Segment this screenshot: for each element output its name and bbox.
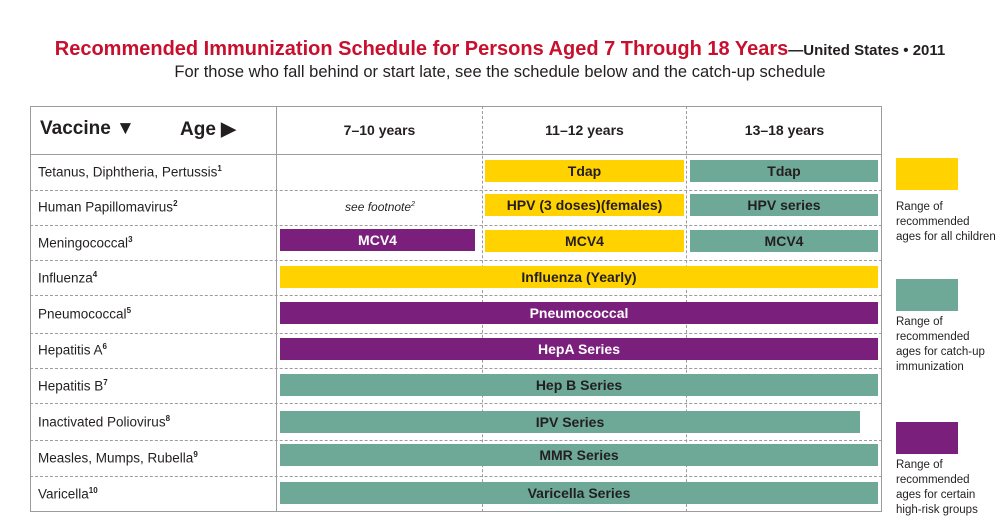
bar-mcv4-7-10: MCV4 xyxy=(280,229,475,251)
legend-all-children: Range of recommended ages for all childr… xyxy=(896,201,996,243)
vaccine-name-varicella: Varicella10 xyxy=(38,486,98,502)
vaccine-name-poliovirus: Inactivated Poliovirus8 xyxy=(38,414,171,430)
row-divider xyxy=(30,333,882,334)
legend-swatch-catch-up xyxy=(896,279,958,311)
legend-high-risk: Range of recommended ages for certain hi… xyxy=(896,459,978,516)
header-age: Age ▶ xyxy=(180,119,236,140)
column-divider xyxy=(276,106,277,512)
header-col-11-12: 11–12 years xyxy=(545,122,624,138)
title-suffix: —United States • 2011 xyxy=(788,42,946,59)
bar-mmr: MMR Series xyxy=(280,444,878,466)
bar-tdap-13-18: Tdap xyxy=(690,160,878,182)
page-title: Recommended Immunization Schedule for Pe… xyxy=(0,38,1000,61)
row-divider xyxy=(30,295,882,296)
row-divider xyxy=(30,190,882,191)
header-divider xyxy=(30,154,882,155)
row-divider xyxy=(30,368,882,369)
row-divider xyxy=(30,225,882,226)
bar-hepatitis-a: HepA Series xyxy=(280,338,878,360)
bar-hpv-13-18: HPV series xyxy=(690,194,878,216)
row-divider xyxy=(30,403,882,404)
vaccine-name-influenza: Influenza4 xyxy=(38,270,98,286)
header-col-13-18: 13–18 years xyxy=(744,122,825,138)
header-vaccine: Vaccine ▼ xyxy=(40,118,135,139)
vaccine-name-tdap: Tetanus, Diphtheria, Pertussis1 xyxy=(38,164,222,180)
legend-swatch-all-children xyxy=(896,158,958,190)
bar-mcv4-11-12: MCV4 xyxy=(485,230,684,252)
schedule-table xyxy=(30,106,882,512)
bar-mcv4-13-18: MCV4 xyxy=(690,230,878,252)
header-col-7-10: 7–10 years xyxy=(343,122,416,138)
vaccine-name-hepatitis-a: Hepatitis A6 xyxy=(38,342,107,358)
vaccine-name-hepatitis-b: Hepatitis B7 xyxy=(38,378,108,394)
bar-tdap-11-12: Tdap xyxy=(485,160,684,182)
bar-hpv-11-12: HPV (3 doses)(females) xyxy=(485,194,684,216)
bar-ipv: IPV Series xyxy=(280,411,860,433)
bar-influenza: Influenza (Yearly) xyxy=(280,266,878,288)
bar-hepatitis-b: Hep B Series xyxy=(280,374,878,396)
vaccine-name-hpv: Human Papillomavirus2 xyxy=(38,199,178,215)
hpv-footnote-note: see footnote2 xyxy=(345,200,415,214)
vaccine-name-meningococcal: Meningococcal3 xyxy=(38,235,133,251)
page-subtitle: For those who fall behind or start late,… xyxy=(174,63,826,81)
row-divider xyxy=(30,440,882,441)
bar-varicella: Varicella Series xyxy=(280,482,878,504)
title-main: Recommended Immunization Schedule for Pe… xyxy=(54,38,789,60)
legend-swatch-high-risk xyxy=(896,422,958,454)
legend-catch-up: Range of recommended ages for catch-up i… xyxy=(896,316,985,373)
vaccine-name-mmr: Measles, Mumps, Rubella9 xyxy=(38,450,198,466)
vaccine-name-pneumococcal: Pneumococcal5 xyxy=(38,306,132,322)
row-divider xyxy=(30,260,882,261)
row-divider xyxy=(30,476,882,477)
bar-pneumococcal: Pneumococcal xyxy=(280,302,878,324)
